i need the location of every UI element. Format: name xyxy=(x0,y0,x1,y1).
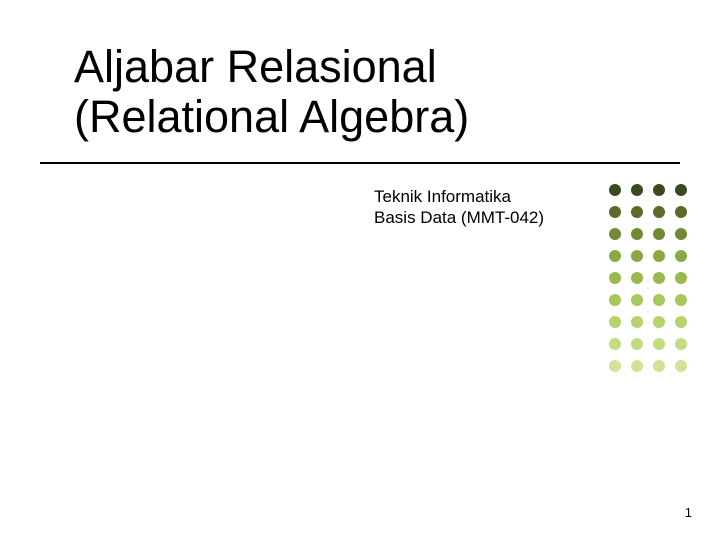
dot xyxy=(675,250,687,262)
dot xyxy=(631,250,643,262)
dot xyxy=(675,316,687,328)
dot-row xyxy=(609,272,687,284)
dot xyxy=(631,294,643,306)
dot-row xyxy=(609,206,687,218)
dot xyxy=(609,294,621,306)
title-block: Aljabar Relasional (Relational Algebra) xyxy=(74,42,634,143)
dot xyxy=(653,184,665,196)
dot xyxy=(631,338,643,350)
dot xyxy=(609,338,621,350)
dot xyxy=(609,316,621,328)
dot xyxy=(609,250,621,262)
dot xyxy=(631,360,643,372)
dot xyxy=(675,338,687,350)
title-line-1: Aljabar Relasional xyxy=(74,42,634,92)
dot-row xyxy=(609,316,687,328)
dot xyxy=(653,228,665,240)
dot xyxy=(675,360,687,372)
dot xyxy=(631,272,643,284)
dot-row xyxy=(609,228,687,240)
title-underline xyxy=(40,162,680,164)
dot-row xyxy=(609,294,687,306)
dot-row xyxy=(609,338,687,350)
dot xyxy=(631,316,643,328)
subtitle-line-1: Teknik Informatika xyxy=(374,186,594,207)
dot xyxy=(631,184,643,196)
title-line-2: (Relational Algebra) xyxy=(74,92,634,142)
dot-row xyxy=(609,360,687,372)
dot xyxy=(609,360,621,372)
dot-row xyxy=(609,250,687,262)
subtitle-block: Teknik Informatika Basis Data (MMT-042) xyxy=(374,186,594,229)
subtitle-line-2: Basis Data (MMT-042) xyxy=(374,207,594,228)
dot-grid xyxy=(609,184,687,382)
dot xyxy=(653,206,665,218)
dot xyxy=(675,184,687,196)
slide: Aljabar Relasional (Relational Algebra) … xyxy=(0,0,720,540)
dot xyxy=(609,272,621,284)
dot-row xyxy=(609,184,687,196)
dot xyxy=(631,228,643,240)
dot xyxy=(675,272,687,284)
dot xyxy=(631,206,643,218)
dot xyxy=(609,228,621,240)
dot xyxy=(653,360,665,372)
dot xyxy=(653,272,665,284)
dot xyxy=(653,338,665,350)
dot xyxy=(609,184,621,196)
dot xyxy=(609,206,621,218)
page-number: 1 xyxy=(685,505,692,520)
dot xyxy=(675,228,687,240)
dot xyxy=(675,206,687,218)
dot xyxy=(653,294,665,306)
dot xyxy=(653,250,665,262)
dot xyxy=(653,316,665,328)
dot xyxy=(675,294,687,306)
